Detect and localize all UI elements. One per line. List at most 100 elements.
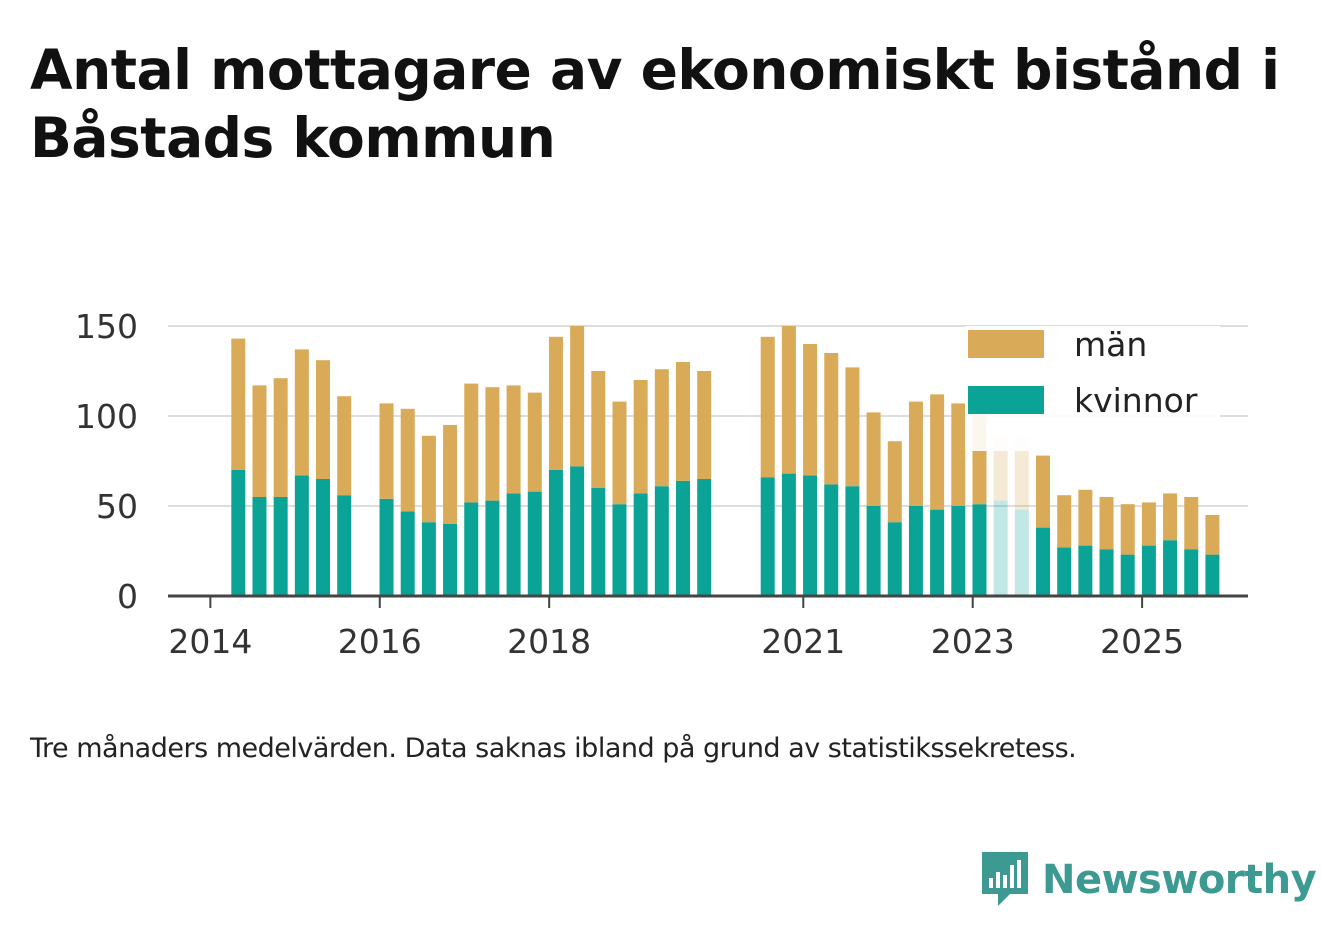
bar-kvinnor	[930, 509, 945, 596]
bar-man	[1141, 502, 1156, 546]
bar-man	[866, 412, 881, 506]
bar-man	[485, 387, 500, 501]
bar-kvinnor	[845, 486, 860, 596]
bar-kvinnor	[654, 486, 669, 596]
bar-man	[1163, 493, 1178, 541]
bar-man	[1205, 515, 1220, 555]
bar-kvinnor	[294, 475, 309, 596]
bar-kvinnor	[866, 506, 881, 596]
bar-kvinnor	[612, 504, 627, 596]
bar-kvinnor	[591, 488, 606, 596]
x-tick-label-2021: 2021	[761, 622, 845, 661]
legend-label-man: män	[1074, 325, 1147, 364]
bar-man	[845, 367, 860, 487]
bar-kvinnor	[676, 480, 691, 596]
bar-kvinnor	[231, 470, 246, 596]
bar-kvinnor	[1014, 509, 1029, 596]
bars-layer	[231, 326, 1220, 596]
bar-kvinnor	[1078, 545, 1093, 596]
bar-kvinnor	[908, 506, 923, 596]
bar-kvinnor	[697, 479, 712, 596]
bar-kvinnor	[887, 522, 902, 596]
bar-man	[400, 408, 415, 512]
bar-man	[506, 385, 521, 494]
bar-kvinnor	[824, 484, 839, 596]
legend-swatch-man	[968, 330, 1044, 358]
chart-caption: Tre månaders medelvärden. Data saknas ib…	[30, 733, 1077, 764]
x-tick-label-2018: 2018	[507, 622, 591, 661]
legend: män kvinnor	[965, 325, 1220, 451]
bar-kvinnor	[1163, 540, 1178, 596]
bar-man	[781, 326, 796, 474]
x-tick-label-2023: 2023	[931, 622, 1015, 661]
bar-man	[654, 369, 669, 487]
bar-kvinnor	[548, 470, 563, 596]
bar-kvinnor	[485, 500, 500, 596]
x-tick-label-2016: 2016	[338, 622, 422, 661]
bar-kvinnor	[1036, 527, 1051, 596]
bar-man	[421, 435, 436, 523]
bar-man	[612, 401, 627, 505]
bar-kvinnor	[316, 479, 331, 596]
y-tick-label-100: 100	[75, 397, 138, 436]
bar-kvinnor	[972, 504, 987, 596]
bar-man	[887, 441, 902, 523]
bar-man	[231, 338, 246, 470]
bar-kvinnor	[464, 502, 479, 596]
bar-kvinnor	[1141, 545, 1156, 596]
bar-man	[379, 403, 394, 499]
newsworthy-logo-icon	[982, 852, 1028, 906]
bar-kvinnor	[760, 477, 775, 596]
bar-kvinnor	[951, 506, 966, 596]
bar-man	[316, 360, 331, 479]
bar-man	[676, 362, 691, 481]
bar-kvinnor	[803, 475, 818, 596]
newsworthy-brand: Newsworthy	[980, 850, 1317, 910]
bar-man	[252, 385, 267, 497]
bar-kvinnor	[421, 522, 436, 596]
bar-man	[1184, 497, 1199, 550]
bar-man	[951, 403, 966, 506]
bar-kvinnor	[1120, 554, 1135, 596]
bar-man	[464, 383, 479, 503]
bar-kvinnor	[570, 466, 585, 596]
stacked-bar-chart: 0 50 100 150 2014 2016 2018 2021 2023 2025 män kv…	[75, 307, 1248, 661]
bar-kvinnor	[527, 491, 542, 596]
bar-man	[1099, 497, 1114, 550]
chart-title: Antal mottagare av ekonomiskt bistånd i …	[30, 38, 1280, 170]
bar-man	[443, 425, 458, 524]
bar-kvinnor	[400, 511, 415, 596]
bar-man	[527, 392, 542, 492]
y-tick-label-150: 150	[75, 307, 138, 346]
bar-man	[760, 336, 775, 478]
legend-label-kvinnor: kvinnor	[1074, 381, 1198, 420]
bar-kvinnor	[1205, 554, 1220, 596]
x-tick-label-2025: 2025	[1100, 622, 1184, 661]
bar-man	[803, 344, 818, 476]
bar-man	[1120, 504, 1135, 555]
x-tick-label-2014: 2014	[168, 622, 252, 661]
bar-man	[1036, 455, 1051, 528]
bar-kvinnor	[1057, 547, 1072, 596]
bar-kvinnor	[1184, 549, 1199, 596]
bar-man	[570, 326, 585, 467]
brand-name: Newsworthy	[1042, 857, 1317, 903]
bar-kvinnor	[252, 497, 267, 596]
bar-man	[908, 401, 923, 506]
bar-man	[273, 378, 288, 497]
legend-swatch-kvinnor	[968, 386, 1044, 414]
y-tick-label-0: 0	[117, 577, 138, 616]
bar-man	[1057, 495, 1072, 548]
bar-man	[294, 349, 309, 476]
bar-man	[824, 353, 839, 485]
bar-kvinnor	[273, 497, 288, 596]
bar-man	[1014, 437, 1029, 510]
bar-man	[1078, 489, 1093, 546]
y-tick-label-50: 50	[96, 487, 138, 526]
bar-man	[697, 371, 712, 479]
bar-kvinnor	[506, 493, 521, 596]
bar-kvinnor	[781, 473, 796, 596]
bar-man	[633, 380, 648, 494]
bar-man	[993, 437, 1008, 501]
bar-man	[337, 396, 352, 496]
